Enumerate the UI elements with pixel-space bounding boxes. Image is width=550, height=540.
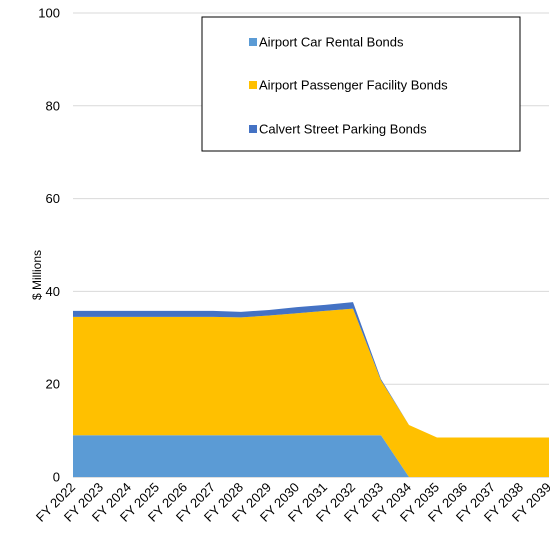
legend-swatch: [249, 38, 257, 46]
y-tick-label: 100: [38, 6, 60, 21]
y-tick-label: 0: [53, 470, 60, 485]
y-tick-label: 60: [46, 191, 60, 206]
y-axis-label: $ Millions: [30, 250, 44, 300]
y-tick-label: 20: [46, 377, 60, 392]
y-tick-label: 40: [46, 284, 60, 299]
area-series: [73, 302, 549, 477]
legend-label: Airport Passenger Facility Bonds: [259, 78, 448, 93]
area-series-3: [73, 302, 549, 438]
area-series-2: [73, 308, 549, 477]
area-series-1: [73, 435, 549, 477]
legend-label: Airport Car Rental Bonds: [259, 35, 404, 50]
legend: Airport Car Rental Bonds Airport Passenge…: [201, 16, 521, 152]
y-tick-label: 80: [46, 98, 60, 113]
legend-swatch: [249, 125, 257, 133]
legend-label: Calvert Street Parking Bonds: [259, 122, 427, 137]
legend-swatch: [249, 81, 257, 89]
y-axis-ticks: 0 20 40 60 80 100: [38, 6, 60, 485]
